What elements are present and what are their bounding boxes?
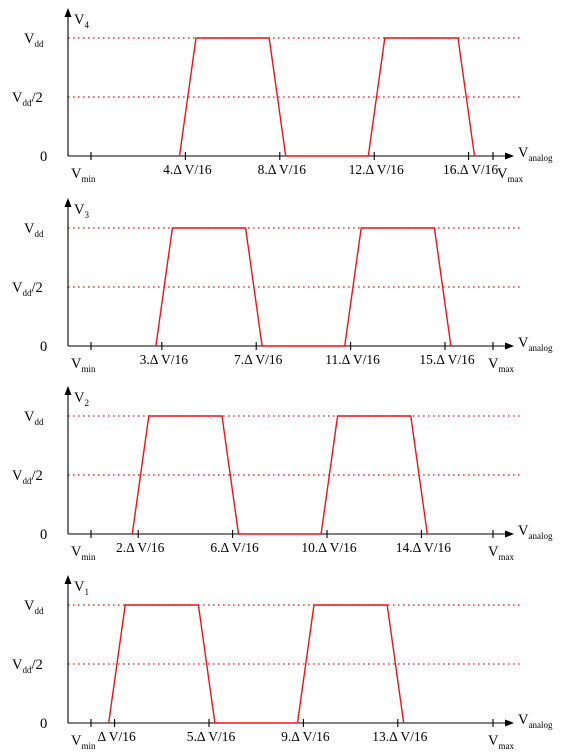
y-axis-label: V2 <box>74 390 89 408</box>
x-tick-label: 14.Δ V/16 <box>396 540 451 555</box>
waveform-line <box>131 415 428 535</box>
x-tick-label: 13.Δ V/16 <box>372 729 427 744</box>
panel-3: 3.Δ V/16 7.Δ V/16 11.Δ V/16 15.Δ V/16 <box>64 198 520 367</box>
half-vdd-level-label: Vdd/2 <box>12 280 43 298</box>
vdd-level-label: Vdd <box>24 221 44 239</box>
waveform-line <box>155 227 452 347</box>
y-axis-arrow <box>64 8 72 17</box>
x-axis-arrow <box>505 342 514 350</box>
vdd-level-label: Vdd <box>24 409 44 427</box>
x-axis-arrow <box>505 530 514 538</box>
x-tick-label: 11.Δ V/16 <box>325 352 380 367</box>
x-axis-arrow <box>505 152 514 160</box>
x-tick-label: 8.Δ V/16 <box>258 162 307 177</box>
vmin-label: Vmin <box>71 166 96 184</box>
panel-4: 4.Δ V/16 8.Δ V/16 12.Δ V/16 16.Δ V/16 <box>64 8 520 177</box>
vmin-label: Vmin <box>71 356 96 374</box>
x-tick-label: 7.Δ V/16 <box>234 352 283 367</box>
vdd-level-label: Vdd <box>24 31 44 49</box>
y-axis-label: V1 <box>74 579 89 597</box>
zero-level-label: 0 <box>40 716 47 732</box>
vmin-label: Vmin <box>71 544 96 562</box>
panel-1: Δ V/16 5.Δ V/16 9.Δ V/16 13.Δ V/16 <box>64 575 520 744</box>
y-axis-arrow <box>64 198 72 207</box>
y-axis-label: V3 <box>74 202 89 220</box>
vdd-level-label: Vdd <box>24 598 44 616</box>
x-tick-label: 12.Δ V/16 <box>349 162 404 177</box>
vmin-label: Vmin <box>71 733 96 751</box>
half-vdd-level-label: Vdd/2 <box>12 468 43 486</box>
x-tick-label: 2.Δ V/16 <box>116 540 165 555</box>
x-tick-label: 4.Δ V/16 <box>163 162 212 177</box>
panel-2: 2.Δ V/16 6.Δ V/16 10.Δ V/16 14.Δ V/16 <box>64 386 520 555</box>
half-vdd-level-label: Vdd/2 <box>12 657 43 675</box>
zero-level-label: 0 <box>40 339 47 355</box>
vmax-label: Vmax <box>488 544 514 562</box>
x-axis-label: Vanalog <box>518 523 553 541</box>
x-tick-label: 3.Δ V/16 <box>140 352 189 367</box>
x-tick-label: 16.Δ V/16 <box>443 162 498 177</box>
x-tick-label: Δ V/16 <box>97 729 136 744</box>
y-axis-arrow <box>64 386 72 395</box>
x-tick-label: 10.Δ V/16 <box>301 540 356 555</box>
x-axis-arrow <box>505 719 514 727</box>
x-tick-label: 9.Δ V/16 <box>281 729 330 744</box>
vmax-label: Vmax <box>488 733 514 751</box>
x-axis-label: Vanalog <box>518 712 553 730</box>
x-axis-label: Vanalog <box>518 145 553 163</box>
zero-level-label: 0 <box>40 527 47 543</box>
x-tick-label: 15.Δ V/16 <box>419 352 474 367</box>
x-tick-label: 5.Δ V/16 <box>187 729 236 744</box>
y-axis-arrow <box>64 575 72 584</box>
waveform-line <box>178 37 476 157</box>
vmax-label: Vmax <box>497 166 523 184</box>
half-vdd-level-label: Vdd/2 <box>12 90 43 108</box>
waveform-line <box>108 604 405 724</box>
x-axis-label: Vanalog <box>518 335 553 353</box>
y-axis-label: V4 <box>74 12 89 30</box>
vmax-label: Vmax <box>488 356 514 374</box>
zero-level-label: 0 <box>40 149 47 165</box>
x-tick-label: 6.Δ V/16 <box>210 540 259 555</box>
